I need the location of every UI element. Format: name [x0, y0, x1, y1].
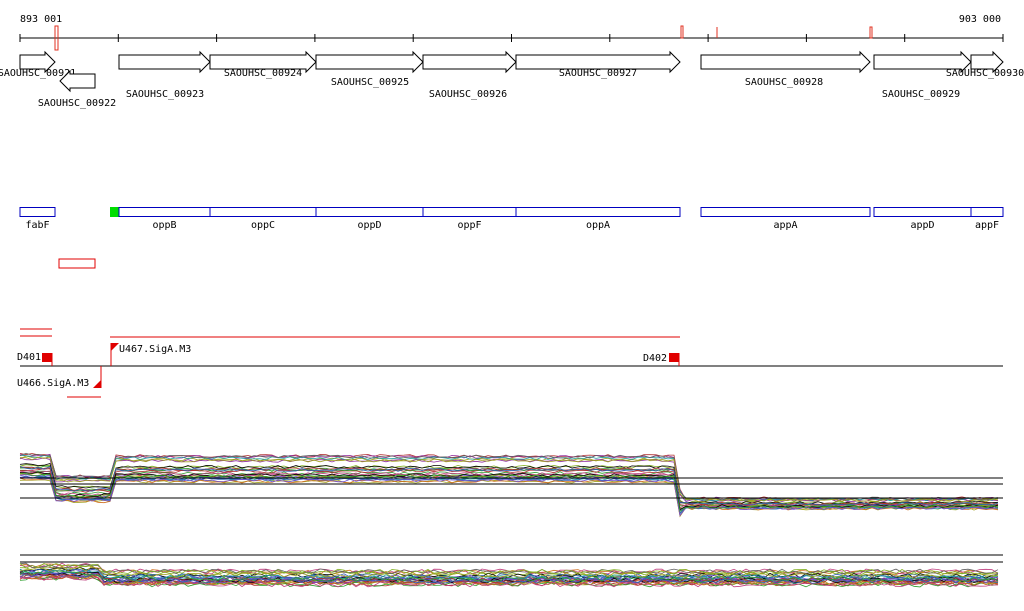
trace — [19, 452, 999, 501]
operon-label: oppC — [251, 220, 275, 231]
feature-box — [58, 258, 96, 269]
trace — [19, 571, 999, 584]
regulatory-label: D402 — [643, 353, 667, 364]
operon-label: fabF — [25, 220, 49, 231]
gene-arrow — [700, 50, 871, 74]
ruler-ticks — [19, 34, 1004, 42]
gene-label: SAOUHSC_00926 — [429, 89, 507, 100]
trace — [19, 571, 999, 584]
gene-label: SAOUHSC_00929 — [882, 89, 960, 100]
operon-start — [110, 207, 119, 217]
expression-traces — [19, 452, 999, 588]
ruler-end: 903 000 — [959, 14, 1001, 25]
gene-arrow — [515, 50, 681, 74]
gene-arrow — [315, 50, 424, 74]
operon-label: appD — [910, 220, 934, 231]
gene-label: SAOUHSC_00923 — [126, 89, 204, 100]
gene-label: SAOUHSC_00927 — [559, 68, 637, 79]
gene-arrow — [209, 50, 317, 74]
regulatory-label: D401 — [17, 352, 41, 363]
operon-label: oppD — [357, 220, 381, 231]
gene-label: SAOUHSC_00928 — [745, 77, 823, 88]
reference-lines — [20, 477, 1003, 563]
regulatory-marks — [42, 343, 680, 388]
gene-label: SAOUHSC_00930 — [946, 68, 1024, 79]
gene-arrow — [970, 50, 1004, 74]
operon-label: oppF — [457, 220, 481, 231]
operon-label: appA — [773, 220, 797, 231]
ruler-start: 893 001 — [20, 14, 62, 25]
gene-arrow — [19, 50, 56, 74]
gene-arrow — [118, 50, 211, 74]
trace — [19, 463, 999, 505]
transcript-lines — [20, 328, 680, 398]
operon-box — [515, 207, 681, 217]
operon-box — [700, 207, 871, 217]
trace — [19, 570, 999, 582]
trace — [19, 479, 999, 518]
operon-label: appF — [975, 220, 999, 231]
trace — [19, 475, 999, 515]
trace — [19, 476, 999, 517]
gene-label: SAOUHSC_00925 — [331, 77, 409, 88]
gene-label: SAOUHSC_00921 — [0, 68, 76, 79]
trace — [19, 457, 999, 503]
gene-track: SAOUHSC_00921 SAOUHSC_00922 SAOUHSC_00923 S… — [0, 50, 1024, 109]
regulatory-label: U466.SigA.M3 — [17, 378, 89, 389]
operon-box — [19, 207, 56, 217]
trace — [19, 563, 999, 575]
gene-arrow — [422, 50, 517, 74]
gene-arrow — [873, 50, 972, 74]
operon-label: oppA — [586, 220, 610, 231]
trace — [19, 566, 999, 578]
regulatory-label: U467.SigA.M3 — [119, 344, 191, 355]
gene-label: SAOUHSC_00922 — [38, 98, 116, 109]
ruler-marks — [54, 25, 873, 51]
trace — [19, 465, 999, 506]
trace — [19, 456, 999, 503]
operon-track: fabF oppB oppC oppD oppF oppA appA appD appF — [19, 207, 1004, 231]
operon-label: oppB — [152, 220, 176, 231]
gene-label: SAOUHSC_00924 — [224, 68, 302, 79]
gene-arrow — [59, 69, 96, 93]
trace — [19, 466, 999, 506]
operon-box — [970, 207, 1004, 217]
